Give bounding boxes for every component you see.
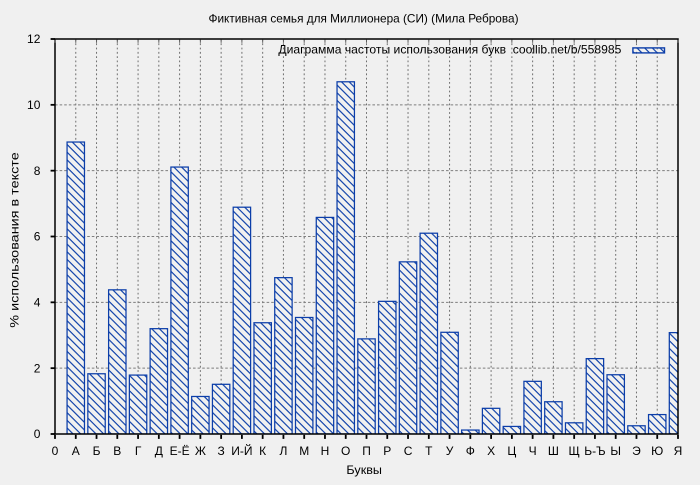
svg-text:8: 8	[34, 164, 41, 178]
svg-text:П: П	[362, 444, 371, 458]
svg-text:Е-Ё: Е-Ё	[170, 444, 190, 458]
svg-text:Г: Г	[135, 444, 142, 458]
svg-text:У: У	[446, 444, 454, 458]
svg-text:О: О	[341, 444, 350, 458]
svg-text:12: 12	[27, 32, 41, 46]
svg-text:Фиктивная семья для Миллионера: Фиктивная семья для Миллионера (СИ) (Мил…	[209, 12, 519, 26]
svg-text:С: С	[404, 444, 413, 458]
svg-text:А: А	[72, 444, 80, 458]
svg-text:Х: Х	[487, 444, 495, 458]
svg-text:Ц: Ц	[507, 444, 516, 458]
svg-text:В: В	[113, 444, 121, 458]
svg-text:% использования в тексте: % использования в тексте	[8, 152, 22, 328]
svg-text:0: 0	[34, 427, 41, 441]
svg-text:Я: Я	[674, 444, 683, 458]
svg-text:10: 10	[27, 98, 41, 112]
svg-text:Р: Р	[383, 444, 391, 458]
svg-text:К: К	[259, 444, 266, 458]
svg-text:Ж: Ж	[195, 444, 206, 458]
svg-text:Б: Б	[93, 444, 101, 458]
svg-text:Ю: Ю	[651, 444, 663, 458]
svg-text:Л: Л	[279, 444, 287, 458]
svg-text:М: М	[299, 444, 309, 458]
svg-text:Ч: Ч	[529, 444, 537, 458]
svg-text:Ш: Ш	[548, 444, 559, 458]
svg-text:Т: Т	[425, 444, 433, 458]
svg-text:Ы: Ы	[610, 444, 621, 458]
svg-text:0: 0	[52, 444, 59, 458]
svg-text:Д: Д	[155, 444, 163, 458]
svg-text:Э: Э	[632, 444, 641, 458]
svg-text:Диаграмма частоты использовани: Диаграмма частоты использования букв coo…	[278, 42, 621, 56]
svg-text:З: З	[218, 444, 225, 458]
svg-text:4: 4	[34, 295, 41, 309]
svg-text:Буквы: Буквы	[346, 463, 382, 477]
svg-text:И-Й: И-Й	[231, 443, 252, 458]
svg-text:Ь-Ъ: Ь-Ъ	[584, 444, 605, 458]
svg-text:Щ: Щ	[569, 444, 580, 458]
svg-text:6: 6	[34, 230, 41, 244]
svg-text:Н: Н	[321, 444, 330, 458]
svg-text:Ф: Ф	[466, 444, 475, 458]
svg-text:2: 2	[34, 361, 41, 375]
